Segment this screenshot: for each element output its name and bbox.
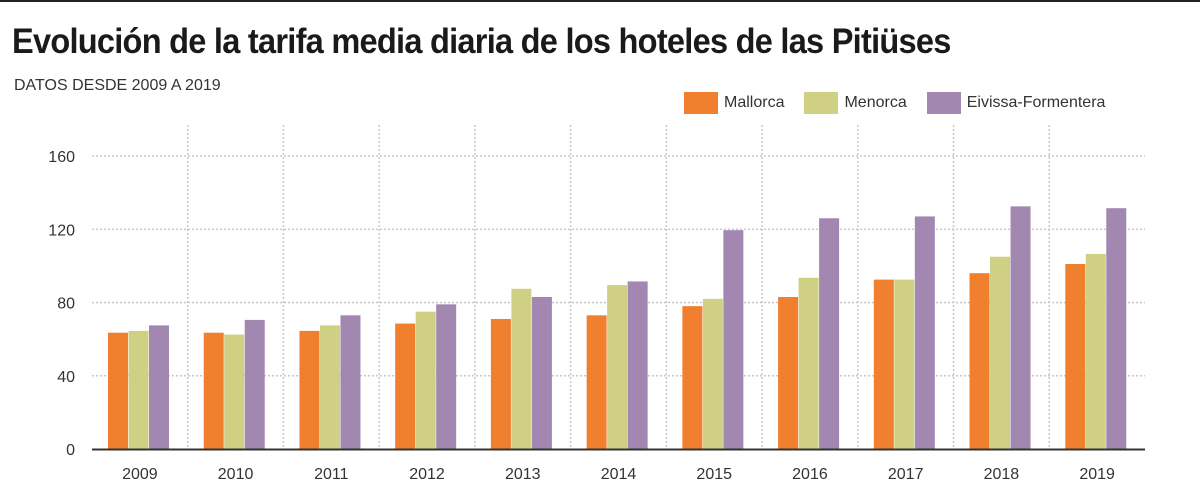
x-tick-label: 2010 [218, 466, 254, 483]
x-tick-label: 2014 [601, 466, 637, 483]
bar-mallorca-2017 [873, 279, 894, 449]
bar-eivissa-formentera-2009 [149, 325, 169, 449]
bar-eivissa-formentera-2013 [531, 297, 552, 449]
legend-swatch [926, 92, 961, 114]
bar-eivissa-formentera-2011 [340, 315, 361, 449]
bar-eivissa-formentera-2017 [914, 216, 935, 449]
bar-mallorca-2018 [969, 273, 990, 449]
bar-mallorca-2010 [203, 332, 224, 449]
bar-eivissa-formentera-2016 [819, 218, 840, 449]
legend-label: Mallorca [724, 94, 785, 111]
chart-title: Evolución de la tarifa media diaria de l… [12, 22, 951, 61]
legend: Mallorca Menorca Eivissa-Formentera [684, 92, 1125, 114]
bar-mallorca-2011 [299, 330, 320, 449]
x-tick-label: 2015 [696, 466, 732, 483]
top-rule [0, 0, 1200, 2]
bar-menorca-2015 [702, 298, 723, 449]
bar-menorca-2011 [319, 325, 340, 449]
bar-menorca-2012 [415, 311, 436, 449]
y-tick-label: 160 [48, 149, 75, 166]
y-tick-label: 120 [48, 222, 75, 239]
bar-mallorca-2009 [108, 332, 128, 449]
bar-mallorca-2013 [490, 318, 511, 449]
bar-menorca-2014 [607, 285, 628, 449]
bar-eivissa-formentera-2018 [1010, 206, 1031, 449]
bar-menorca-2013 [511, 288, 532, 449]
legend-label: Menorca [844, 94, 907, 111]
legend-item-mallorca: Mallorca [684, 92, 784, 114]
bar-mallorca-2012 [395, 323, 416, 449]
y-tick-label: 0 [66, 442, 75, 459]
bar-menorca-2018 [990, 256, 1011, 449]
chart-subtitle: DATOS DESDE 2009 A 2019 [14, 77, 221, 94]
legend-swatch [684, 92, 718, 114]
legend-item-eivissa: Eivissa-Formentera [926, 92, 1106, 114]
bar-mallorca-2016 [778, 297, 799, 449]
bar-menorca-2009 [128, 330, 149, 449]
x-tick-label: 2019 [1079, 466, 1115, 483]
legend-item-menorca: Menorca [804, 92, 907, 114]
bar-menorca-2016 [798, 277, 819, 449]
bar-mallorca-2014 [586, 315, 607, 449]
x-tick-label: 2013 [505, 466, 541, 483]
y-tick-label: 80 [57, 296, 75, 313]
x-tick-label: 2011 [314, 466, 349, 483]
bar-eivissa-formentera-2014 [627, 281, 648, 449]
x-tick-label: 2016 [792, 466, 828, 483]
y-tick-label: 40 [57, 369, 75, 386]
bar-eivissa-formentera-2019 [1106, 208, 1127, 449]
bar-eivissa-formentera-2015 [723, 230, 744, 449]
x-tick-label: 2018 [984, 466, 1020, 483]
bar-menorca-2019 [1085, 253, 1106, 449]
legend-label: Eivissa-Formentera [966, 94, 1106, 111]
bar-eivissa-formentera-2012 [436, 304, 457, 449]
bar-menorca-2010 [224, 334, 245, 449]
legend-swatch [804, 92, 839, 114]
bar-mallorca-2015 [682, 306, 703, 449]
x-tick-label: 2009 [122, 466, 158, 483]
x-tick-label: 2012 [409, 466, 445, 483]
bar-menorca-2017 [894, 279, 915, 449]
bar-eivissa-formentera-2010 [244, 319, 265, 449]
x-tick-label: 2017 [888, 466, 924, 483]
bar-mallorca-2019 [1065, 264, 1086, 449]
